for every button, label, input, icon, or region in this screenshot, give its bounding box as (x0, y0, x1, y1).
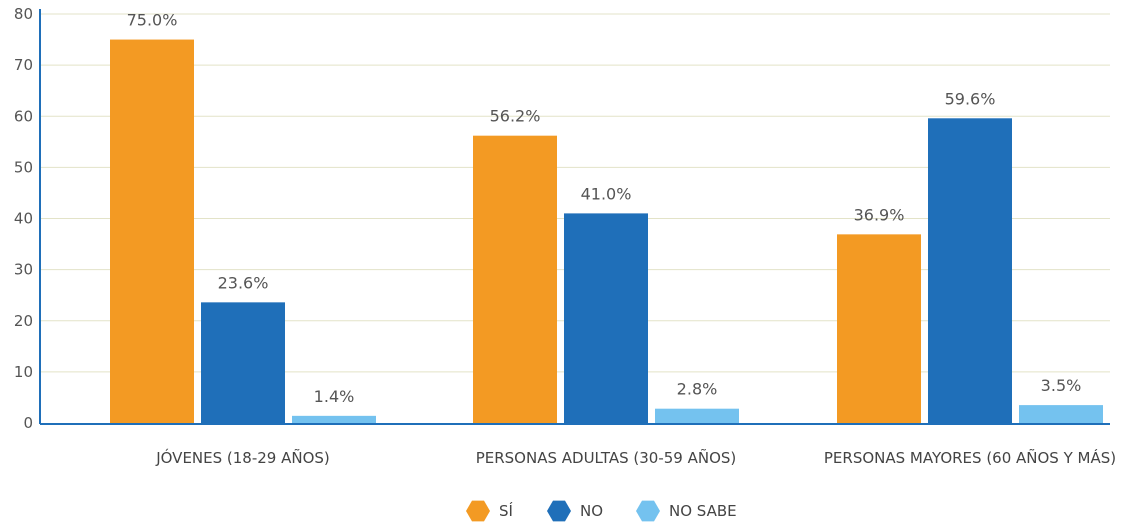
bar-si-1 (110, 39, 194, 423)
y-tick-label-70: 70 (14, 56, 33, 74)
bars (110, 39, 1103, 424)
data-label-si-2: 56.2% (490, 107, 541, 126)
y-tick-label-30: 30 (14, 261, 33, 279)
bar-no-sabe-2 (655, 408, 739, 423)
data-label-si-3: 36.9% (854, 205, 905, 224)
bar-si-3 (837, 234, 921, 423)
data-label-no-sabe-1: 1.4% (314, 387, 355, 406)
category-label-1: JÓVENES (18-29 AÑOS) (155, 448, 330, 467)
data-label-no-3: 59.6% (945, 89, 996, 108)
data-label-no-1: 23.6% (218, 273, 269, 292)
legend-marker-si (466, 500, 490, 522)
y-axis-ticks: 0 10 20 30 40 50 60 70 80 (14, 5, 33, 432)
legend-label-no: NO (580, 502, 603, 520)
bar-no-2 (564, 213, 648, 423)
y-tick-label-10: 10 (14, 363, 33, 381)
category-label-3: PERSONAS MAYORES (60 AÑOS Y MÁS) (824, 448, 1116, 467)
y-tick-label-20: 20 (14, 312, 33, 330)
y-tick-label-0: 0 (23, 414, 33, 432)
bar-no-1 (201, 302, 285, 423)
y-tick-label-60: 60 (14, 107, 33, 125)
x-axis-categories: JÓVENES (18-29 AÑOS) PERSONAS ADULTAS (30… (155, 448, 1116, 467)
legend-label-no-sabe: NO SABE (669, 502, 737, 520)
data-label-no-sabe-2: 2.8% (677, 380, 718, 399)
y-tick-label-40: 40 (14, 210, 33, 228)
data-label-no-2: 41.0% (581, 184, 632, 203)
data-label-si-1: 75.0% (127, 11, 178, 30)
legend-label-si: SÍ (499, 501, 513, 520)
bar-no-3 (928, 118, 1012, 424)
data-label-no-sabe-3: 3.5% (1041, 376, 1082, 395)
y-tick-label-50: 50 (14, 158, 33, 176)
bar-no-sabe-3 (1019, 405, 1103, 423)
axes (39, 9, 1110, 425)
legend: SÍ NO NO SABE (466, 500, 737, 522)
legend-marker-no-sabe (636, 500, 660, 522)
data-labels: 75.0% 23.6% 1.4% 56.2% 41.0% 2.8% 36.9% 59.6% 3.… (127, 11, 1082, 406)
legend-marker-no (547, 500, 571, 522)
y-tick-label-80: 80 (14, 5, 33, 23)
category-label-2: PERSONAS ADULTAS (30-59 AÑOS) (476, 448, 737, 467)
bar-no-sabe-1 (292, 415, 376, 423)
bar-si-2 (473, 135, 557, 424)
